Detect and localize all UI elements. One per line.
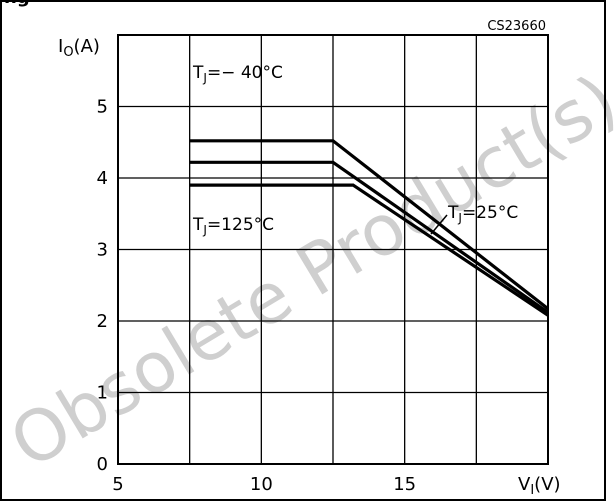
annotation-0-pre: T <box>192 63 204 83</box>
annotation-0-post: =− 40°C <box>207 63 283 83</box>
annotation-2-sub: J <box>202 223 207 237</box>
annotation-tj-25-leader <box>430 214 448 235</box>
y-tick-label: 4 <box>97 168 108 189</box>
series-line-0 <box>189 139 549 311</box>
annotation-1-pre: T <box>447 203 459 223</box>
annotation-0-sub: J <box>202 71 207 85</box>
y-tick-label: 1 <box>97 383 108 404</box>
figure-code: CS23660 <box>487 19 546 34</box>
annotation-tj-minus40: TJ=− 40°C <box>192 63 283 85</box>
watermark: Obsolete Product(s) - O <box>0 0 615 485</box>
x-axis-label: VI(V) <box>518 474 561 498</box>
header-partial-text: ng <box>4 0 30 8</box>
y-tick-label: 0 <box>97 454 108 475</box>
tick-labels: 5 10 15 0 1 2 3 4 5 <box>97 97 417 496</box>
y-axis-label: IO(A) <box>58 36 100 60</box>
y-tick-label: 3 <box>97 240 108 261</box>
series-line-2 <box>189 183 549 317</box>
series-line-1 <box>189 160 549 314</box>
annotation-1-sub: J <box>457 211 462 225</box>
y-axis-label-main: I <box>58 36 63 57</box>
x-axis-label-main: V <box>518 474 531 495</box>
annotation-2-post: =125°C <box>207 215 274 235</box>
annotation-2-pre: T <box>192 215 204 235</box>
y-tick-label: 5 <box>97 97 108 118</box>
annotation-tj-25: TJ=25°C <box>447 203 518 225</box>
grid <box>118 35 548 464</box>
x-tick-label: 15 <box>393 474 416 495</box>
x-axis-label-sub: I <box>530 483 534 498</box>
annotation-1-post: =25°C <box>462 203 518 223</box>
y-tick-label: 2 <box>97 311 108 332</box>
x-tick-label: 10 <box>250 474 273 495</box>
annotation-tj-125: TJ=125°C <box>192 215 274 237</box>
plot-frame <box>117 34 549 465</box>
y-axis-label-unit: (A) <box>74 36 100 57</box>
y-axis-label-sub: O <box>63 45 73 60</box>
x-axis-label-unit: (V) <box>534 474 560 495</box>
x-tick-label: 5 <box>112 474 123 495</box>
series-group <box>189 139 549 317</box>
